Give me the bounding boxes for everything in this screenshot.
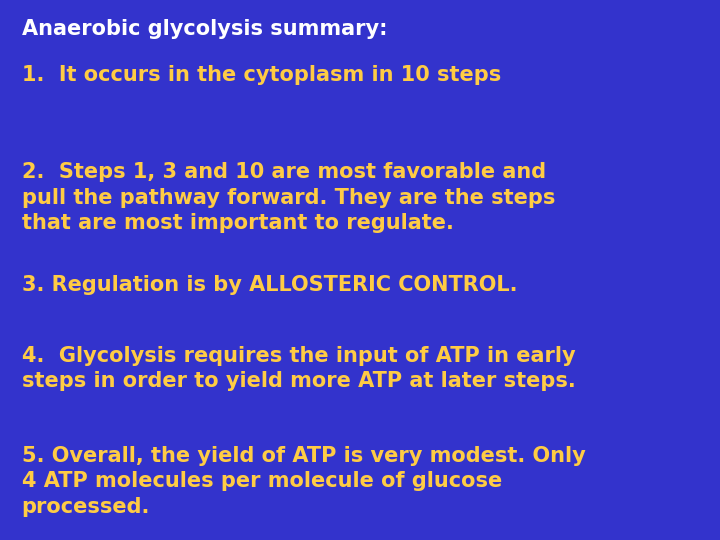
Text: 3. Regulation is by ALLOSTERIC CONTROL.: 3. Regulation is by ALLOSTERIC CONTROL. [22, 275, 517, 295]
Text: 2.  Steps 1, 3 and 10 are most favorable and
pull the pathway forward. They are : 2. Steps 1, 3 and 10 are most favorable … [22, 162, 555, 233]
Text: 4.  Glycolysis requires the input of ATP in early
steps in order to yield more A: 4. Glycolysis requires the input of ATP … [22, 346, 575, 391]
Text: 5. Overall, the yield of ATP is very modest. Only
4 ATP molecules per molecule o: 5. Overall, the yield of ATP is very mod… [22, 446, 585, 517]
Text: Anaerobic glycolysis summary:: Anaerobic glycolysis summary: [22, 19, 387, 39]
Text: 1.  It occurs in the cytoplasm in 10 steps: 1. It occurs in the cytoplasm in 10 step… [22, 65, 501, 85]
